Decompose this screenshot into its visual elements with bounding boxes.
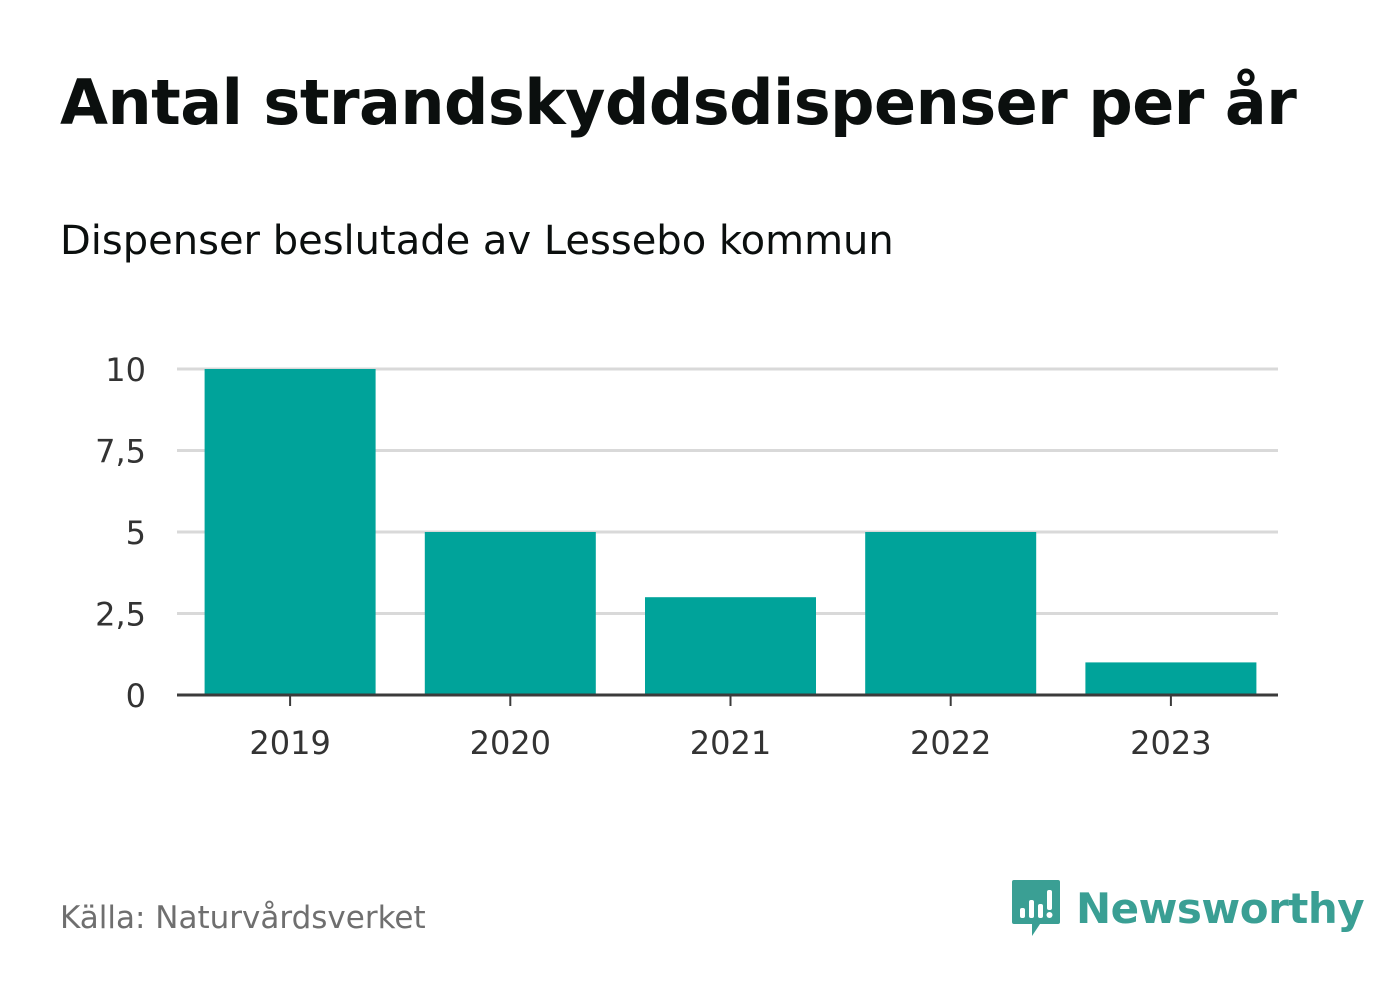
bar-2020 (424, 532, 596, 695)
bar-2022 (865, 532, 1037, 695)
bars (204, 369, 1257, 695)
chart-title: Antal strandskyddsdispenser per år (60, 66, 1297, 139)
x-tick-label: 2019 (249, 724, 330, 762)
y-tick-label: 10 (105, 351, 146, 389)
newsworthy-logo-icon (1012, 880, 1060, 936)
y-tick-label: 5 (126, 514, 146, 552)
y-tick-label: 7,5 (95, 433, 146, 471)
chart-subtitle: Dispenser beslutade av Lessebo kommun (60, 218, 894, 264)
bar-2021 (645, 597, 816, 695)
axes: 0 2,5 5 7,5 10 2019 2020 2021 2022 2023 (95, 351, 1278, 762)
y-tick-label: 2,5 (95, 596, 146, 634)
brand-logo: Newsworthy (1010, 878, 1365, 938)
source-note: Källa: Naturvårdsverket (60, 900, 426, 936)
x-tick-label: 2022 (910, 724, 991, 762)
y-tick-label: 0 (126, 677, 146, 715)
bar-2019 (204, 369, 376, 695)
x-tick-label: 2021 (690, 724, 771, 762)
bar-2023 (1085, 662, 1257, 695)
x-tick-label: 2023 (1130, 724, 1211, 762)
x-tick-label: 2020 (470, 724, 551, 762)
brand-name: Newsworthy (1076, 883, 1365, 933)
bar-chart: 0 2,5 5 7,5 10 2019 2020 2021 2022 2023 (95, 351, 1278, 762)
